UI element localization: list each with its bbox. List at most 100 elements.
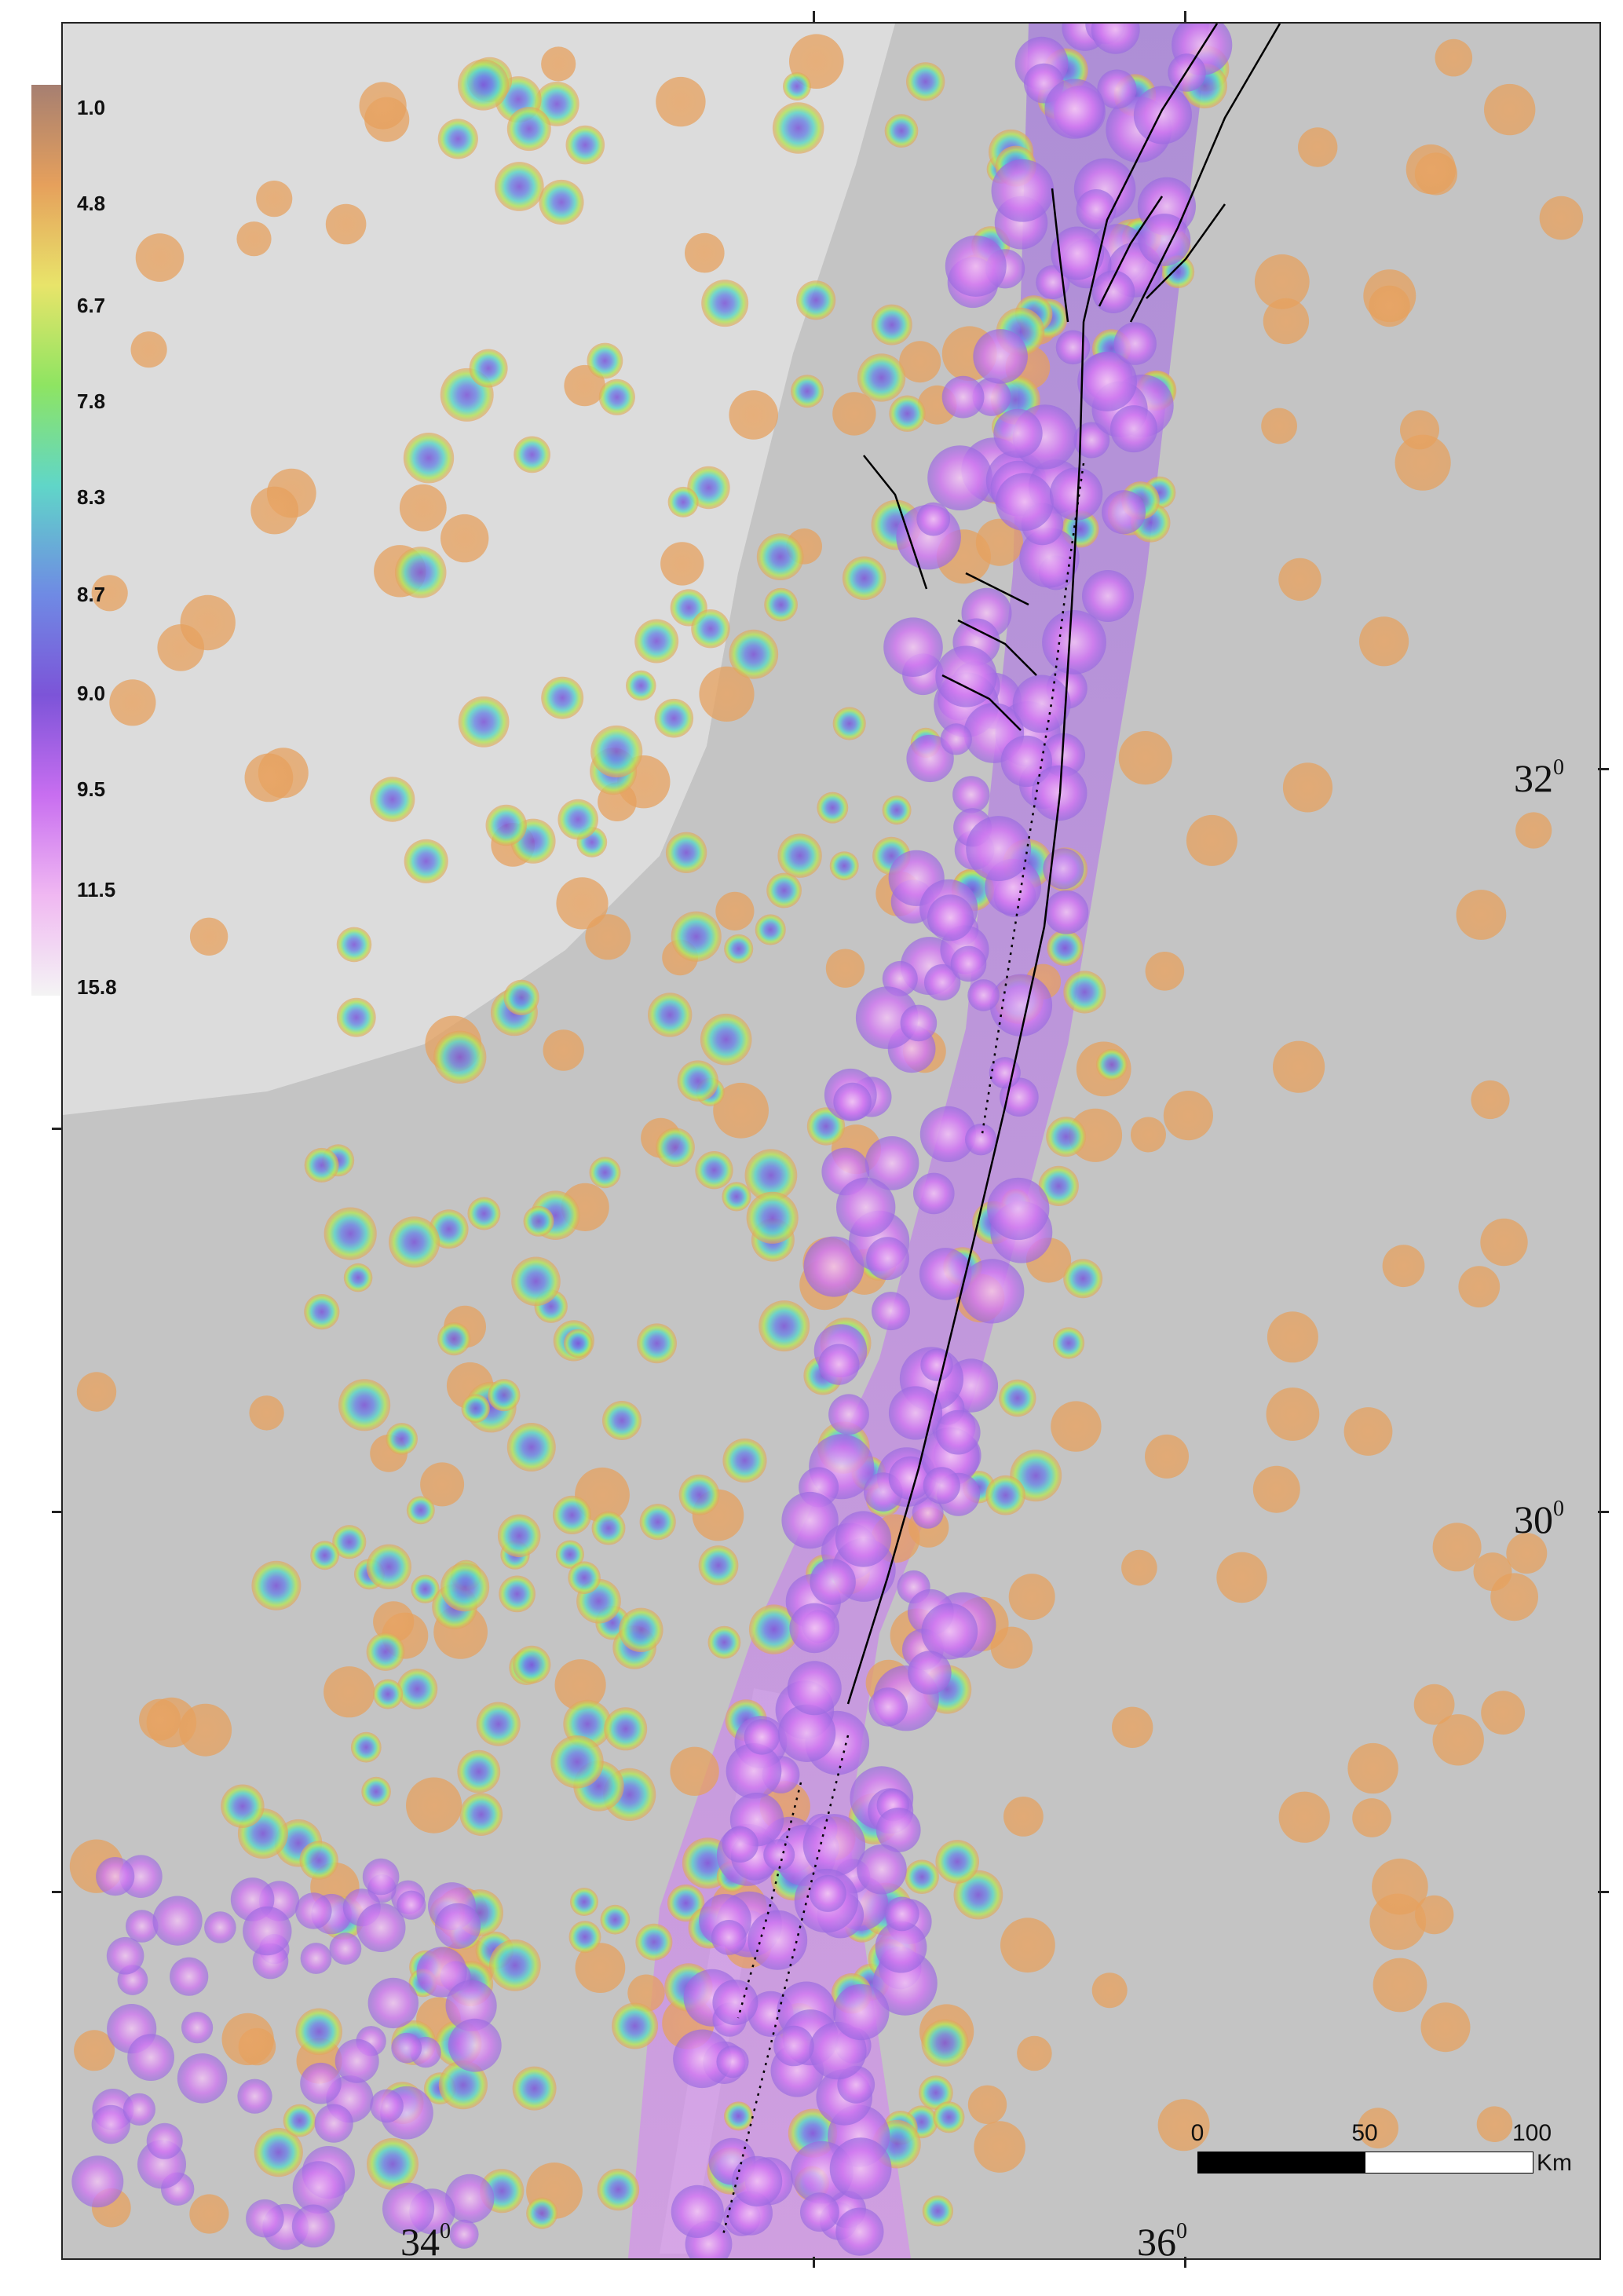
grid-cell-high [803,1236,865,1297]
grid-cell-low [1481,1691,1525,1735]
grid-cell-mid [372,1679,404,1709]
grid-cell-high [800,2192,839,2232]
grid-cell-mid [701,280,749,327]
grid-cell-high [722,1826,758,1863]
grid-cell-high [900,1004,938,1042]
grid-cell-high [945,235,1007,297]
grid-cell-low [1413,1684,1455,1725]
grid-cell-low [825,949,865,988]
grid-cell-mid [597,2168,640,2211]
grid-cell-mid [665,832,707,874]
grid-cell-low [1406,144,1457,195]
grid-cell-mid [254,2128,303,2177]
grid-cell-high [1082,570,1134,622]
grid-cell-low [359,82,407,130]
grid-cell-mid [654,698,694,738]
grid-cell-mid [295,2008,343,2056]
grid-cell-high [989,974,1053,1036]
grid-cell-high [952,776,990,813]
grid-cell-high [802,1814,866,1877]
grid-cell-mid [458,696,510,748]
fault-trace [863,455,928,590]
grid-cell-low [189,917,228,956]
grid-cell-low [1359,616,1409,667]
grid-cell-low [1252,1465,1300,1513]
grid-cell-low [1278,1791,1330,1843]
grid-cell-high [777,1704,836,1762]
grid-cell-mid [764,587,798,622]
grid-cell-high [875,1921,927,1973]
grid-cell-high [122,2093,155,2126]
axis-tick [1184,11,1186,22]
legend-label: 4.8 [77,192,106,215]
grid-cell-high [965,1124,997,1156]
grid-cell-mid [511,1256,561,1307]
grid-cell-mid [489,1939,541,1991]
grid-cell-low [1003,1797,1044,1837]
grid-cell-high [912,1497,944,1529]
grid-cell-mid [506,107,551,152]
grid-cell-low [1458,1266,1501,1308]
legend-label: 8.7 [77,583,106,606]
grid-cell-high [732,2155,783,2206]
grid-cell-high [935,1409,981,1455]
grid-cell-low [1163,1091,1213,1141]
grid-cell-low [1000,1918,1055,1973]
grid-cell-high [673,2029,732,2089]
grid-cell-high [246,2199,284,2238]
grid-cell-high [868,1687,908,1727]
grid-cell-high [960,1259,1025,1324]
grid-cell-mid [587,342,623,379]
grid-cell-high [906,734,954,783]
grid-cell-high [71,2155,124,2208]
grid-cell-high [370,2089,404,2123]
grid-cell-low [74,2030,115,2071]
grid-cell-high [712,1980,758,2026]
grid-cell-mid [541,676,584,719]
grid-cell-mid [921,2019,969,2067]
scale-segment-black [1197,2152,1365,2174]
grid-cell-mid [366,1544,411,1590]
grid-cell-mid [221,1784,265,1828]
grid-cell-low [236,221,272,257]
axis-tick [52,1128,63,1130]
grid-cell-high [916,502,951,536]
grid-cell-mid [882,795,912,825]
legend-color-bar [31,85,61,996]
grid-cell-mid [637,1323,677,1364]
grid-cell-low [575,1943,626,1994]
grid-cell-low [440,514,489,563]
grid-cell-high [1077,352,1137,411]
grid-cell-low [1515,812,1552,849]
grid-cell-high [726,1743,782,1799]
grid-cell-mid [648,993,693,1037]
grid-cell-low [1382,1245,1425,1288]
grid-cell-mid [922,2195,954,2227]
grid-cell-high [356,1903,406,1952]
grid-cell-high [923,1467,960,1504]
grid-cell-high [1110,405,1157,453]
grid-cell-low [76,1372,117,1412]
grid-cell-high [397,1890,426,1920]
fault-trace [957,619,1037,676]
scale-unit: Km [1537,2150,1572,2176]
grid-cell-mid [635,1923,673,1961]
grid-cell-high [1041,733,1086,777]
grid-cell-high [1044,890,1089,934]
grid-cell-mid [604,1707,648,1751]
grid-cell-high [789,1603,839,1654]
grid-cell-high [96,1857,135,1896]
grid-cell-low [325,203,367,245]
grid-cell-low [1157,2099,1210,2152]
grid-cell-low [373,1601,415,1643]
grid-cell-mid [550,1735,604,1789]
grid-cell-high [828,1394,869,1435]
grid-cell-high [177,2053,228,2104]
map-frame [61,22,1601,2260]
grid-cell-high [1012,675,1071,733]
scale-tick-label: 50 [1351,2120,1378,2146]
grid-cell-mid [568,1561,601,1594]
grid-cell-low [729,390,778,440]
grid-cell-low [627,1974,665,2012]
grid-cell-low [1112,1706,1153,1748]
